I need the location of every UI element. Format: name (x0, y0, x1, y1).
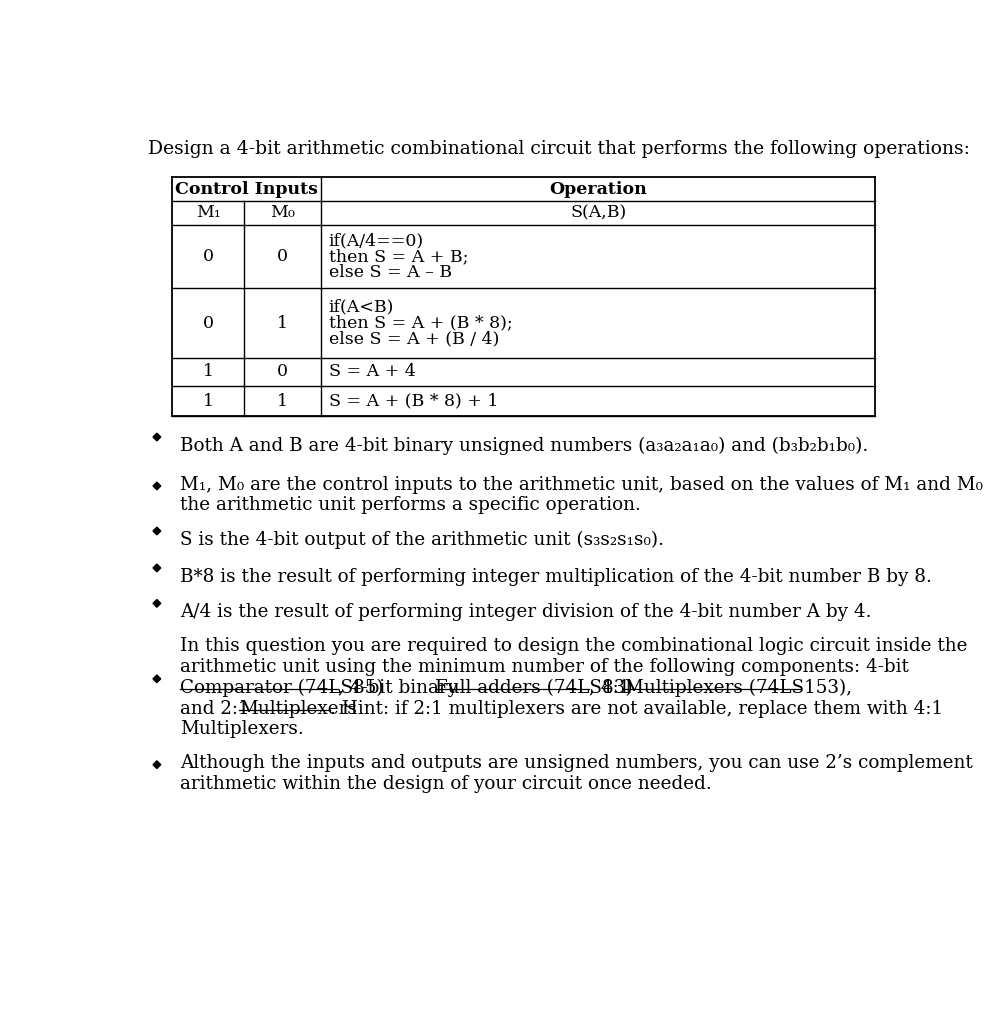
Text: Multiplexers: Multiplexers (239, 699, 356, 718)
Text: M₁, M₀ are the control inputs to the arithmetic unit, based on the values of M₁ : M₁, M₀ are the control inputs to the ari… (180, 475, 983, 494)
Polygon shape (153, 482, 161, 489)
Text: 0: 0 (202, 314, 213, 332)
Text: In this question you are required to design the combinational logic circuit insi: In this question you are required to des… (180, 637, 968, 655)
Text: 1: 1 (202, 364, 213, 381)
Text: S is the 4-bit output of the arithmetic unit (s₃s₂s₁s₀).: S is the 4-bit output of the arithmetic … (180, 531, 665, 549)
Bar (172, 177, 875, 416)
Text: if(A/4==0): if(A/4==0) (329, 232, 424, 249)
Text: arithmetic within the design of your circuit once needed.: arithmetic within the design of your cir… (180, 775, 712, 793)
Text: else S = A + (B / 4): else S = A + (B / 4) (329, 331, 499, 347)
Text: if(A<B): if(A<B) (329, 299, 395, 315)
Polygon shape (153, 599, 161, 607)
Text: S(A,B): S(A,B) (570, 205, 626, 221)
Text: . Hint: if 2:1 multiplexers are not available, replace them with 4:1: . Hint: if 2:1 multiplexers are not avai… (330, 699, 944, 718)
Text: , 4:1: , 4:1 (589, 679, 635, 696)
Text: M₁: M₁ (195, 205, 221, 221)
Text: 1: 1 (202, 393, 213, 410)
Text: M₀: M₀ (270, 205, 295, 221)
Text: 1: 1 (277, 393, 288, 410)
Text: S = A + (B * 8) + 1: S = A + (B * 8) + 1 (329, 393, 498, 410)
Text: 0: 0 (202, 248, 213, 265)
Text: 1: 1 (277, 314, 288, 332)
Text: then S = A + B;: then S = A + B; (329, 248, 468, 265)
Polygon shape (153, 761, 161, 769)
Text: B*8 is the result of performing integer multiplication of the 4-bit number B by : B*8 is the result of performing integer … (180, 568, 932, 586)
Text: A/4 is the result of performing integer division of the 4-bit number A by 4.: A/4 is the result of performing integer … (180, 603, 872, 622)
Text: arithmetic unit using the minimum number of the following components: 4-bit: arithmetic unit using the minimum number… (180, 658, 909, 676)
Polygon shape (153, 564, 161, 571)
Polygon shape (153, 433, 161, 441)
Text: and 2:1: and 2:1 (180, 699, 256, 718)
Polygon shape (153, 527, 161, 535)
Text: Multiplexers.: Multiplexers. (180, 721, 304, 738)
Text: , 4-bit binary: , 4-bit binary (338, 679, 464, 696)
Text: Comparator (74LS85): Comparator (74LS85) (180, 679, 384, 697)
Text: Although the inputs and outputs are unsigned numbers, you can use 2’s complement: Although the inputs and outputs are unsi… (180, 755, 973, 772)
Text: 0: 0 (277, 364, 288, 381)
Text: Control Inputs: Control Inputs (175, 180, 318, 198)
Text: Full adders (74LS83): Full adders (74LS83) (435, 679, 633, 696)
Text: else S = A – B: else S = A – B (329, 264, 452, 281)
Text: Both A and B are 4-bit binary unsigned numbers (a₃a₂a₁a₀) and (b₃b₂b₁b₀).: Both A and B are 4-bit binary unsigned n… (180, 437, 868, 456)
Text: Multiplexers (74LS153),: Multiplexers (74LS153), (625, 679, 852, 697)
Text: Operation: Operation (550, 180, 648, 198)
Text: the arithmetic unit performs a specific operation.: the arithmetic unit performs a specific … (180, 497, 641, 514)
Text: 0: 0 (277, 248, 288, 265)
Text: then S = A + (B * 8);: then S = A + (B * 8); (329, 314, 513, 332)
Text: S = A + 4: S = A + 4 (329, 364, 416, 381)
Polygon shape (153, 675, 161, 683)
Text: Design a 4-bit arithmetic combinational circuit that performs the following oper: Design a 4-bit arithmetic combinational … (148, 140, 970, 158)
